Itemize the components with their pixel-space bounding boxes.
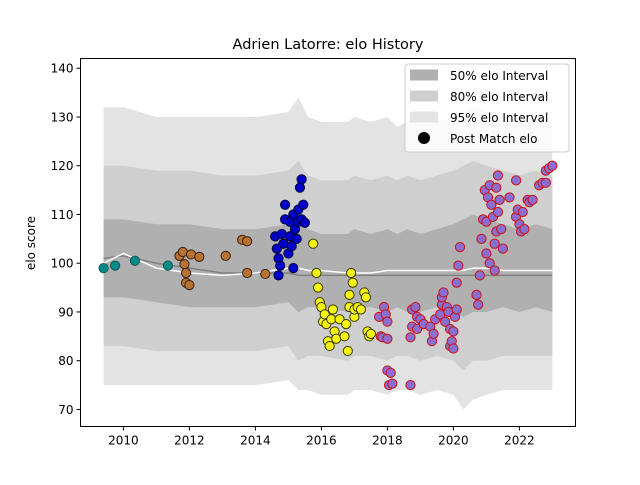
data-point-s2-14 [289,263,298,272]
data-point-s4-27 [439,288,448,297]
x-tick-label: 2018 [372,434,403,448]
data-point-s2-23 [300,218,309,227]
data-point-s1-7 [195,252,204,261]
data-point-s1-8 [221,251,230,260]
y-tick-label: 90 [58,305,73,319]
data-point-s2-3 [274,271,283,280]
data-point-s3-17 [343,346,352,355]
data-point-s3-30 [366,329,375,338]
data-point-s4-70 [520,224,529,233]
data-point-s3-19 [345,290,354,299]
data-point-s1-10 [243,237,252,246]
data-point-s4-40 [455,243,464,252]
legend-marker-post-match [418,132,430,144]
data-point-s3-0 [309,239,318,248]
data-point-s0-3 [163,261,172,270]
data-point-s4-34 [449,344,458,353]
data-point-s4-42 [474,300,483,309]
data-point-s4-56 [492,183,501,192]
data-point-s4-59 [493,207,502,216]
data-point-s3-16 [342,320,351,329]
x-tick-label: 2014 [240,434,271,448]
data-point-s4-77 [541,178,550,187]
data-point-s1-11 [243,268,252,277]
data-point-s3-9 [325,341,334,350]
x-tick-label: 2016 [306,434,337,448]
data-point-s4-12 [406,333,415,342]
data-point-s1-12 [261,269,270,278]
legend-swatch-80 [410,91,438,102]
data-point-s4-65 [511,176,520,185]
x-tick-label: 2020 [438,434,469,448]
data-point-s0-0 [99,263,108,272]
y-tick-label: 140 [51,62,74,76]
data-point-s1-3 [182,268,191,277]
legend-label-50: 50% elo Interval [450,69,548,83]
data-point-s2-22 [299,200,308,209]
data-point-s4-10 [388,379,397,388]
data-point-s4-69 [518,207,527,216]
data-point-s4-9 [386,368,395,377]
x-tick-label: 2012 [174,434,205,448]
y-tick-label: 110 [51,208,74,222]
data-point-s3-20 [347,268,356,277]
data-point-s4-5 [383,317,392,326]
y-tick-label: 100 [51,257,74,271]
legend-label-95: 95% elo Interval [450,111,548,125]
data-point-s0-1 [111,261,120,270]
legend-label-post-match: Post Match elo [450,132,537,146]
data-point-s3-15 [340,332,349,341]
data-point-s3-21 [348,278,357,287]
y-tick-label: 130 [51,110,74,124]
data-point-s2-20 [297,175,306,184]
data-point-s4-37 [452,305,461,314]
data-point-s4-54 [490,239,499,248]
x-tick-label: 2022 [504,434,535,448]
data-point-s4-41 [472,290,481,299]
data-point-s4-43 [475,271,484,280]
data-point-s0-2 [130,256,139,265]
data-point-s2-16 [292,234,301,243]
data-point-s4-60 [495,195,504,204]
data-point-s4-15 [411,302,420,311]
data-point-s4-48 [482,249,491,258]
data-point-s4-39 [454,261,463,270]
data-point-s3-2 [314,283,323,292]
y-tick-label: 120 [51,159,74,173]
data-point-s1-5 [185,281,194,290]
data-point-s4-44 [477,234,486,243]
data-point-s4-35 [449,327,458,336]
chart-title: Adrien Latorre: elo History [233,37,424,53]
data-point-s4-52 [487,200,496,209]
legend-swatch-50 [410,70,438,81]
legend-label-80: 80% elo Interval [450,90,548,104]
y-tick-label: 70 [58,403,73,417]
data-point-s4-73 [528,195,537,204]
data-point-s4-6 [383,334,392,343]
data-point-s4-55 [490,266,499,275]
data-point-s3-11 [328,305,337,314]
legend: 50% elo Interval 80% elo Interval 95% el… [405,64,569,152]
data-point-s1-2 [180,260,189,269]
y-tick-label: 80 [58,354,73,368]
legend-swatch-95 [410,112,438,123]
data-point-s4-11 [406,380,415,389]
data-point-s3-27 [361,293,370,302]
data-point-s4-62 [498,244,507,253]
data-point-s4-58 [493,171,502,180]
data-point-s3-1 [312,268,321,277]
data-point-s4-38 [452,278,461,287]
data-point-s2-4 [276,261,285,270]
data-point-s2-19 [295,183,304,192]
data-point-s4-79 [548,161,557,170]
data-point-s4-61 [497,224,506,233]
x-tick-label: 2010 [108,434,139,448]
data-point-s4-63 [505,193,514,202]
data-point-s2-8 [281,200,290,209]
data-point-s3-25 [356,305,365,314]
y-axis-label: elo score [24,216,38,270]
data-point-s4-22 [429,329,438,338]
